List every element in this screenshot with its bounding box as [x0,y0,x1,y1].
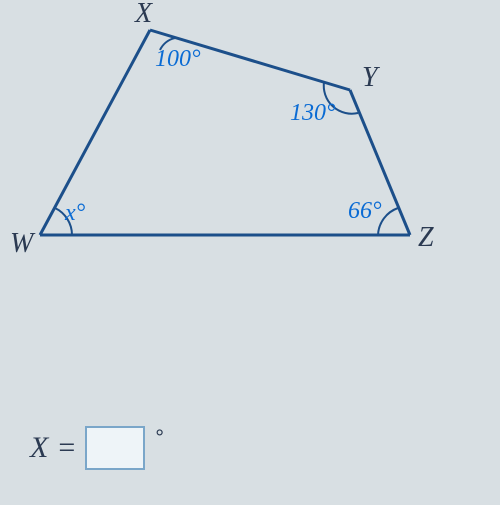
angle-label-x: 100° [155,46,201,73]
angle-label-w: x° [65,200,85,227]
diagram-canvas: X Y Z W 100° 130° 66° x° [0,0,500,500]
angle-label-z: 66° [348,198,382,225]
angle-label-y: 130° [290,100,336,127]
answer-row: X = ° [30,426,164,470]
answer-variable: X [30,431,48,465]
answer-degree-symbol: ° [155,425,164,451]
side-wx [40,30,150,235]
vertex-label-w: W [10,228,33,260]
vertex-label-y: Y [362,62,378,94]
vertex-label-x: X [135,0,152,30]
answer-equals: = [58,431,75,465]
answer-input-box[interactable] [85,426,145,470]
vertex-label-z: Z [418,222,434,254]
